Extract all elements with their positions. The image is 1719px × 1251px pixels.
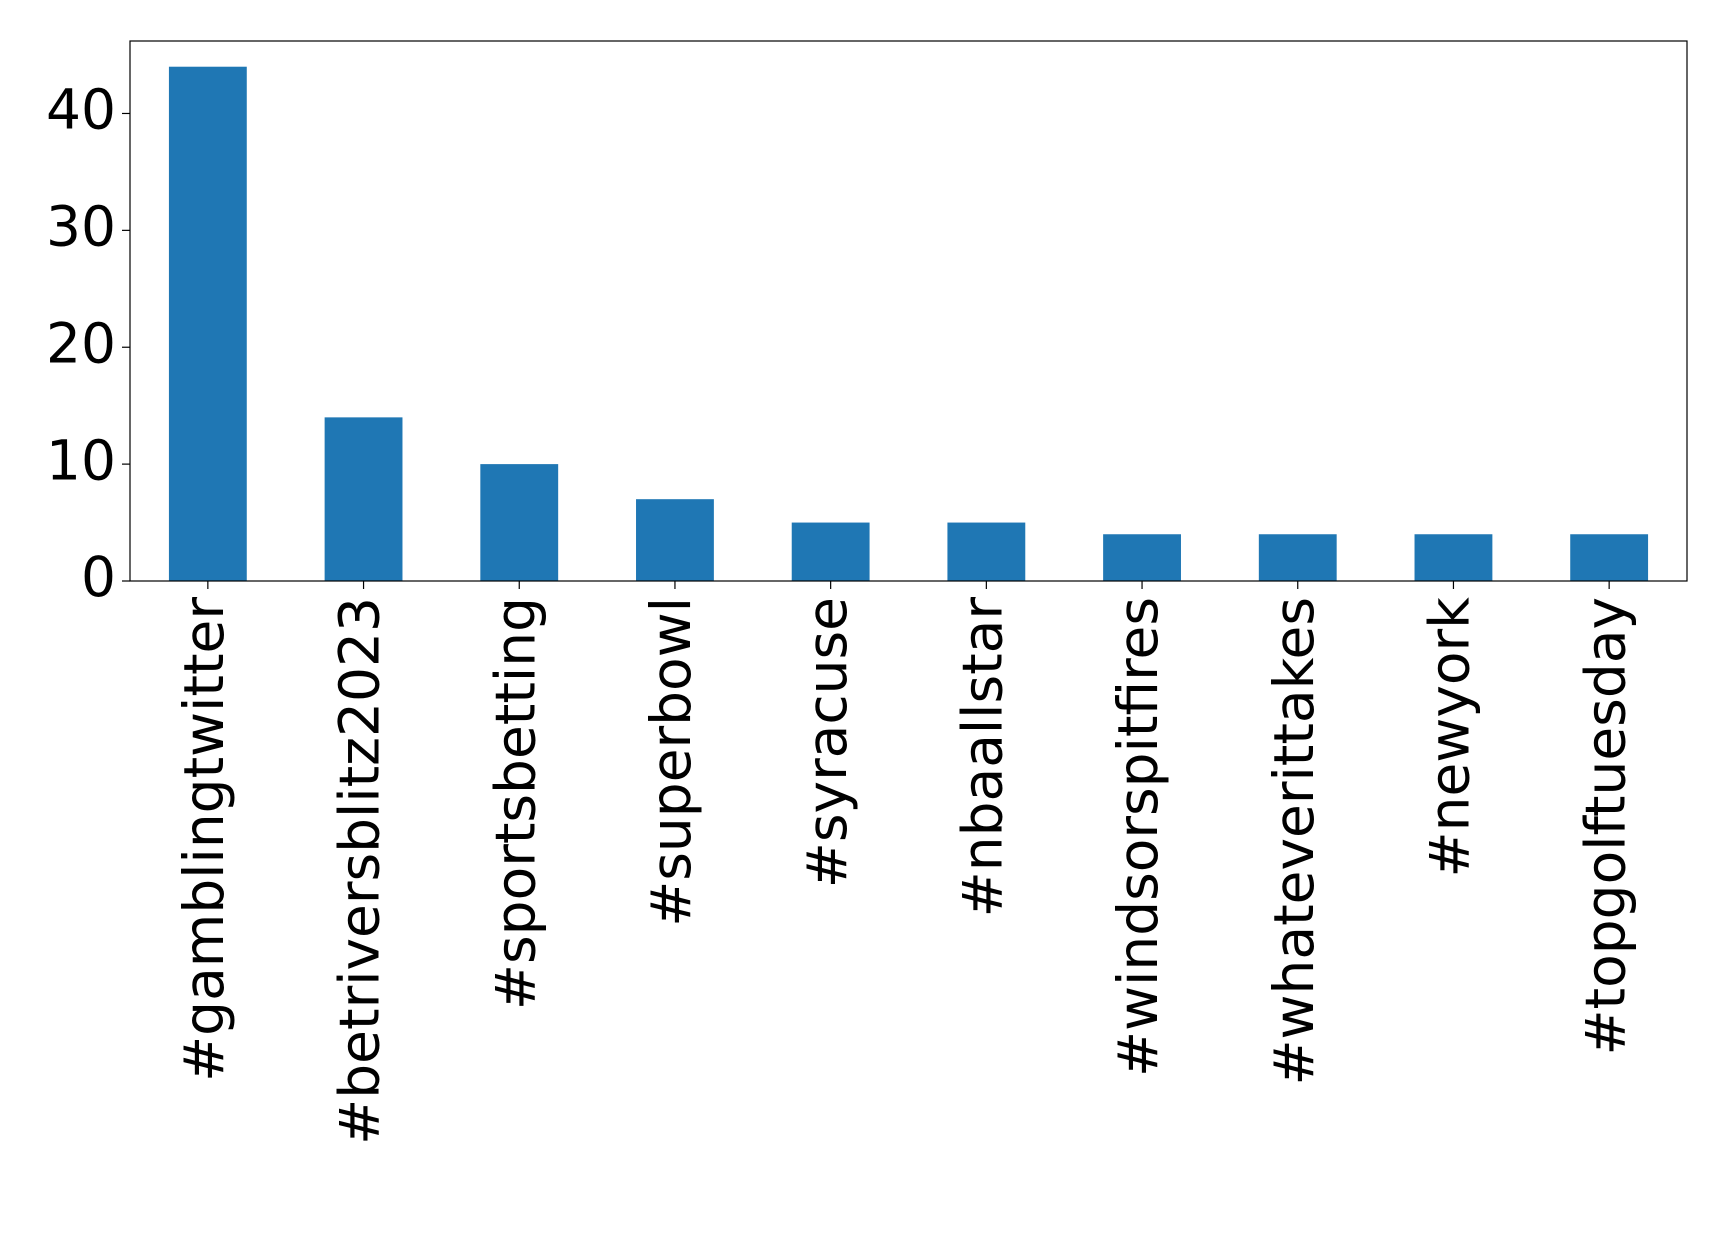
x-tick-label: #gamblingtwitter	[172, 597, 236, 1082]
bar	[947, 522, 1026, 581]
y-tick-label: 40	[46, 78, 116, 142]
bar	[1103, 534, 1181, 581]
bar	[1414, 534, 1493, 581]
x-tick-label: #sportsbetting	[483, 597, 547, 1010]
bar	[636, 499, 714, 581]
x-tick-label: #betriversblitz2023	[328, 597, 392, 1145]
x-tick-label: #nbaallstar	[950, 597, 1014, 918]
y-tick-label: 10	[46, 428, 116, 492]
y-tick-label: 0	[81, 545, 116, 609]
y-tick-label: 30	[46, 194, 116, 258]
y-tick-label: 20	[46, 311, 116, 375]
x-tick-label: #topgolftuesday	[1573, 597, 1637, 1056]
x-tick-label: #windsorspitfires	[1106, 597, 1170, 1077]
bar	[168, 66, 247, 581]
plot-frame	[129, 40, 1688, 582]
bar	[1570, 534, 1649, 581]
x-tick-label: #whateverittakes	[1262, 597, 1326, 1086]
x-tick-label: #newyork	[1418, 597, 1482, 878]
bar	[791, 522, 870, 581]
bar	[324, 417, 403, 581]
bar	[1258, 534, 1337, 581]
bar	[480, 464, 559, 581]
x-tick-label: #syracuse	[795, 597, 859, 888]
x-tick-label: #superbowl	[639, 597, 703, 927]
